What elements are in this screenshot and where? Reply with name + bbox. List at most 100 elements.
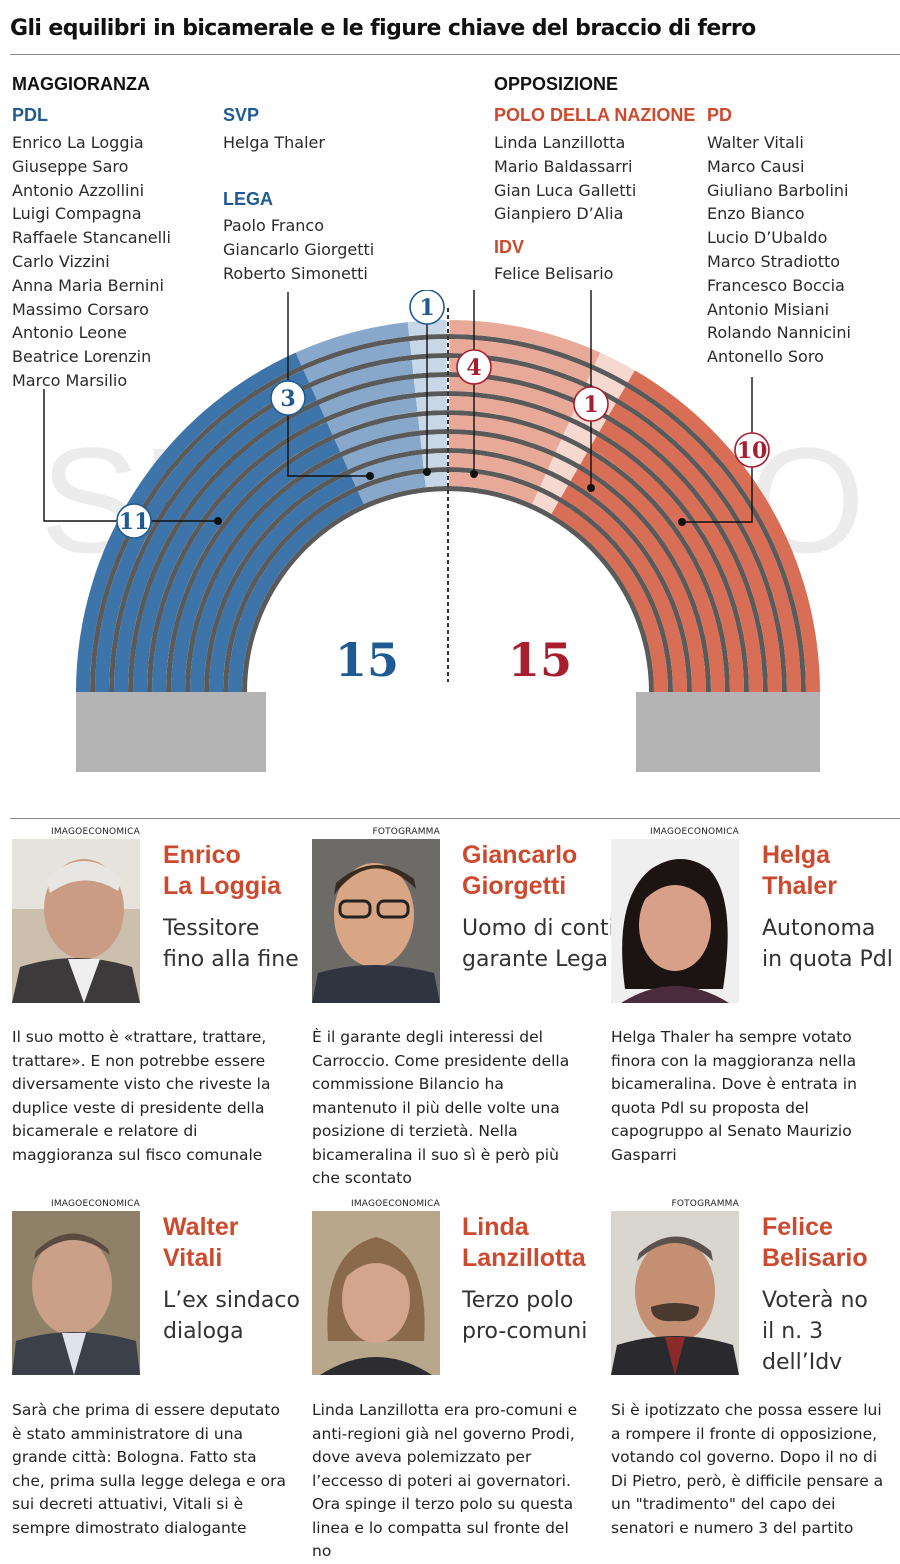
seat-sector-svp: [413, 377, 447, 393]
page-title: Gli equilibri in bicamerale e le figure …: [10, 16, 756, 41]
callout-svp-badge: [409, 290, 445, 325]
member-name: Giancarlo Giorgetti: [223, 239, 375, 259]
seat-sector-pdl: [228, 491, 364, 692]
profile-bio: Linda Lanzillotta era pro-comuni e anti-…: [312, 1401, 578, 1560]
portrait-photo: [312, 839, 440, 1003]
profile-bio: Helga Thaler ha sempre votato finora con…: [611, 1028, 857, 1164]
total-no: 15: [508, 633, 572, 687]
callout-pdl-leader: [43, 389, 218, 522]
photo-credit: IMAGOECONOMICA: [350, 1199, 440, 1209]
callout-lega-leader: [287, 292, 370, 477]
callout-pd-leader: [682, 377, 753, 523]
seat-sector-polo: [449, 320, 601, 366]
portrait-photo: [12, 839, 140, 1003]
member-name: Antonio Misiani: [707, 299, 830, 319]
profile-name: Walter Vitali: [163, 1213, 239, 1272]
seat-sector-pdl: [171, 439, 341, 692]
seat-sector-pd: [599, 419, 763, 692]
callout-pd-count: 10: [737, 438, 768, 464]
member-name: Carlo Vizzini: [12, 251, 110, 271]
profile-tagline: Terzo polo pro-comuni: [462, 1288, 588, 1344]
member-name: Giuseppe Saro: [12, 156, 129, 176]
callout-lega-badge: [270, 380, 306, 416]
party-polo: POLO DELLA NAZIONE: [494, 105, 696, 125]
member-name: Rolando Nannicini: [707, 323, 851, 343]
member-name: Antonio Azzollini: [12, 180, 145, 200]
seat-sector-polo: [448, 453, 546, 487]
member-name: Lucio D’Ubaldo: [707, 228, 828, 248]
seat-sector-idv: [540, 473, 569, 498]
seat-sector-polo: [448, 434, 554, 470]
seat-sector-pdl: [209, 473, 356, 692]
party-lega: LEGA: [223, 189, 274, 209]
member-name: Raffaele Stancanelli: [12, 228, 171, 248]
seat-sector-svp: [409, 339, 447, 355]
member-name: Helga Thaler: [223, 133, 325, 152]
profile-bio: È il garante degli interessi del Carrocc…: [312, 1028, 570, 1187]
member-name: Gian Luca Galletti: [494, 180, 637, 200]
profile-name: Giancarlo Giorgetti: [462, 841, 578, 900]
callout-svp-dot: [423, 468, 431, 476]
party-pd: PD: [707, 105, 733, 125]
seat-sector-pd: [551, 501, 668, 692]
section-divider: [10, 818, 900, 819]
total-no-circle: [502, 620, 578, 696]
portrait-photo: [12, 1211, 140, 1375]
portrait-photo: [312, 1211, 440, 1375]
member-name: Francesco Boccia: [707, 275, 845, 295]
seat-sector-idv: [594, 352, 635, 383]
seat-sector-svp: [415, 396, 447, 412]
callout-idv-badge: [573, 386, 609, 422]
party-pdl: PDL: [12, 105, 48, 125]
total-yes-circle: [329, 620, 405, 696]
member-name: Gianpiero D’Alia: [494, 204, 624, 224]
party-idv: IDV: [494, 237, 525, 257]
member-name: Antonello Soro: [707, 347, 824, 367]
member-name: Mario Baldassarri: [494, 156, 633, 176]
seat-sector-lega: [311, 359, 414, 401]
profile-tagline: Voterà no il n. 3 dell’Idv: [762, 1288, 868, 1375]
svp-member-list: Helga Thaler: [223, 131, 325, 155]
party-svp: SVP: [223, 105, 260, 125]
portrait-photo: [611, 1211, 739, 1375]
profile-bio: Il suo motto è «trattare, trattare, trat…: [12, 1028, 271, 1164]
callout-pdl-badge: [116, 503, 152, 539]
seat-sector-svp: [420, 434, 448, 450]
seat-sector-polo: [449, 415, 562, 453]
seat-sector-polo: [449, 396, 570, 435]
seat-sector-pdl: [133, 404, 325, 692]
seat-sector-lega: [319, 378, 416, 418]
seat-sector-pd: [561, 485, 687, 692]
majority-header: MAGGIORANZA: [12, 74, 150, 94]
member-name: Anna Maria Bernini: [12, 275, 164, 295]
seat-sector-svp: [424, 472, 448, 488]
seat-sector-polo: [449, 339, 593, 383]
seat-sector-pd: [580, 452, 725, 692]
member-name: Linda Lanzillotta: [494, 133, 626, 152]
callout-polo-dot: [470, 470, 478, 478]
profile-name: Helga Thaler: [762, 841, 838, 900]
profile-name: Linda Lanzillotta: [462, 1213, 586, 1272]
photo-credit: IMAGOECONOMICA: [50, 827, 140, 837]
callout-pdl-count: 11: [119, 509, 150, 535]
seat-sector-pd: [618, 386, 801, 692]
seat-sector-idv: [586, 369, 626, 399]
callout-polo-count: 4: [466, 355, 481, 381]
seat-sector-lega: [326, 397, 418, 435]
callout-lega-count: 3: [280, 386, 295, 412]
seat-sector-pdl: [152, 421, 333, 692]
callout-lega-dot: [366, 472, 374, 480]
pdl-member-list: Enrico La Loggia Giuseppe Saro Antonio Azz…: [12, 131, 171, 393]
member-name: Felice Belisario: [494, 264, 614, 283]
callout-pd-dot: [678, 518, 686, 526]
callout-polo-badge: [456, 349, 492, 385]
member-name: Massimo Corsaro: [12, 299, 149, 319]
member-name: Beatrice Lorenzin: [12, 347, 152, 367]
member-name: Roberto Simonetti: [223, 263, 368, 283]
profile-bio: Si è ipotizzato che possa essere lui a r…: [611, 1401, 884, 1537]
seat-sector-pd: [570, 468, 706, 692]
seat-sector-pdl: [114, 387, 317, 692]
callout-pd-badge: [734, 432, 770, 468]
seat-sector-svp: [422, 453, 448, 469]
opposition-header: OPPOSIZIONE: [494, 74, 619, 94]
